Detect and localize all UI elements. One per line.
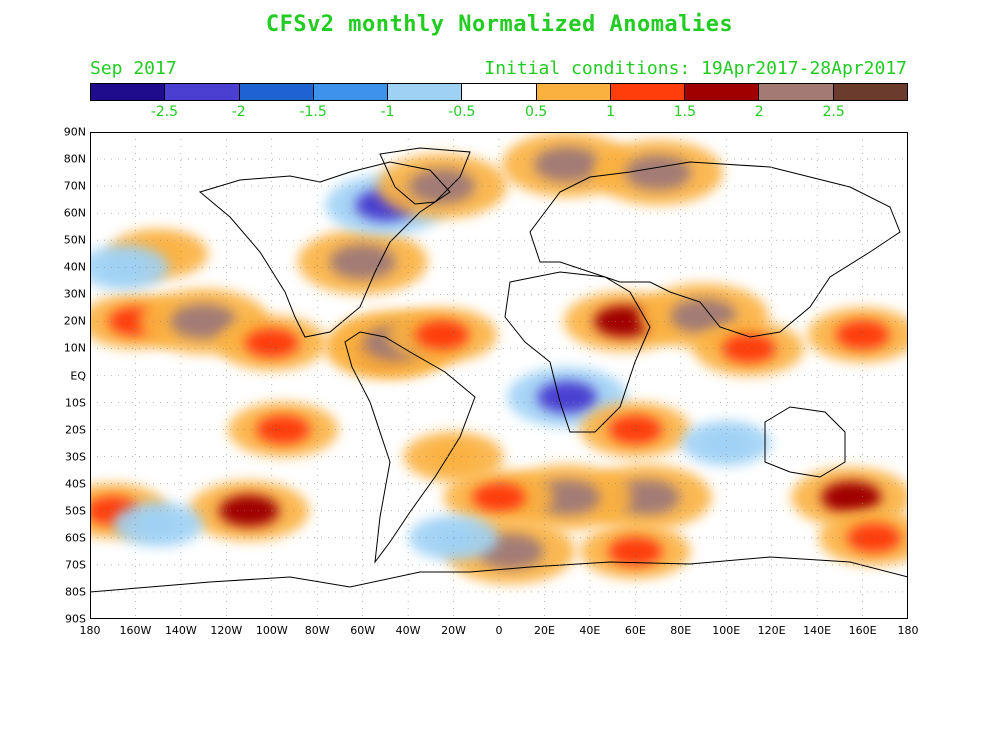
anomaly-core	[537, 381, 598, 414]
lat-label: EQ	[70, 369, 86, 382]
colorbar-label: -2.5	[150, 104, 179, 120]
lon-label: 160E	[848, 624, 877, 637]
colorbar-label: 1.5	[673, 104, 697, 120]
lat-label: 20N	[63, 314, 86, 328]
anomaly-map	[90, 132, 908, 619]
anomaly-core	[472, 482, 526, 512]
colorbar-label: 0.5	[525, 104, 548, 120]
anomaly-core	[432, 526, 475, 550]
lon-label: 80E	[670, 624, 692, 637]
anomaly-core	[219, 494, 280, 527]
colorbar-label: -0.5	[448, 104, 476, 120]
lon-label: 0	[495, 624, 503, 637]
colorbar-label: -2	[231, 104, 246, 120]
lon-label: 120W	[210, 624, 243, 637]
colorbar-box	[685, 84, 760, 100]
anomaly-core	[429, 443, 478, 470]
lat-label: 80S	[65, 585, 86, 599]
anomaly-core	[835, 320, 890, 350]
initial-conditions: Initial conditions: 19Apr2017-28Apr2017	[484, 58, 907, 79]
coast-eurasia	[529, 161, 901, 338]
lon-label: 120E	[757, 624, 786, 637]
lon-label: 20E	[533, 624, 555, 637]
colorbar-box	[610, 84, 686, 100]
colorbar-box	[759, 84, 834, 100]
colorbar-box	[462, 84, 537, 100]
colorbar-label: 2	[754, 104, 764, 120]
lat-label: 90N	[63, 125, 86, 139]
lon-label: 100W	[255, 624, 288, 637]
lat-label: 70S	[65, 558, 86, 572]
lat-label: 30N	[63, 287, 86, 301]
anomaly-core	[846, 523, 901, 553]
anomaly-core	[608, 415, 663, 445]
coast-africa	[504, 271, 651, 433]
lat-label: 20S	[65, 423, 86, 437]
colorbar	[90, 83, 908, 101]
colorbar-label: -1	[380, 104, 395, 120]
lat-label: 60S	[65, 531, 86, 545]
lat-label: 70N	[63, 179, 86, 193]
lat-label: 80N	[63, 152, 86, 166]
anomaly-core	[670, 298, 737, 334]
colorbar-box	[91, 84, 166, 100]
lat-label: 40N	[63, 260, 86, 274]
lat-label: 10S	[65, 396, 86, 410]
coast-australia	[764, 406, 846, 478]
lon-label: 40E	[579, 624, 601, 637]
anomaly-core	[705, 431, 748, 455]
lon-label: 180	[79, 624, 101, 637]
anomaly-core	[415, 320, 470, 350]
gridlines	[90, 132, 908, 619]
anomaly-core	[625, 155, 692, 191]
anomaly-core	[608, 536, 663, 566]
colorbar-box	[239, 84, 314, 100]
map-frame	[90, 132, 908, 619]
coast-north-america	[198, 161, 451, 338]
anomaly-core	[409, 168, 476, 204]
anomaly-core	[821, 481, 882, 514]
anomaly-core	[329, 244, 396, 280]
map-canvas	[90, 132, 908, 619]
lat-label: 40S	[65, 477, 86, 491]
colorbar-box	[536, 84, 611, 100]
lat-label: 50S	[65, 504, 86, 518]
anomaly-core	[170, 303, 237, 339]
anomaly-core	[613, 479, 680, 515]
lat-label: 10N	[63, 341, 86, 355]
coast-south-america	[344, 331, 476, 564]
colorbar-box	[313, 84, 389, 100]
colorbar-label: 1	[606, 104, 615, 120]
lon-label: 140E	[803, 624, 832, 637]
anomaly-core	[244, 328, 299, 358]
anomaly-core	[534, 146, 601, 182]
chart-title: CFSv2 monthly Normalized Anomalies	[265, 12, 734, 37]
coast-greenland	[379, 147, 471, 205]
forecast-month: Sep 2017	[90, 58, 177, 79]
lon-label: 60W	[350, 624, 376, 637]
lat-label: 30S	[65, 450, 86, 464]
lat-label: 90S	[65, 612, 86, 626]
coastlines	[90, 147, 908, 593]
lon-label: 60E	[624, 624, 646, 637]
colorbar-box	[165, 84, 240, 100]
lon-label: 140W	[164, 624, 197, 637]
lon-label: 100E	[712, 624, 741, 637]
lat-label: 50N	[63, 233, 86, 247]
colorbar-label: 2.5	[822, 104, 845, 120]
lat-label: 60N	[63, 206, 86, 220]
anomaly-core	[256, 415, 311, 445]
anomaly-core	[137, 512, 180, 536]
lon-label: 80W	[304, 624, 330, 637]
colorbar-box	[388, 84, 463, 100]
lon-label: 160W	[119, 624, 152, 637]
lon-label: 180	[897, 624, 919, 637]
colorbar-label: -1.5	[299, 104, 327, 120]
coast-antarctica	[90, 556, 908, 593]
lon-label: 40W	[395, 624, 421, 637]
lon-label: 20W	[441, 624, 466, 637]
colorbar-box	[833, 84, 907, 100]
anomaly-core	[103, 255, 146, 279]
